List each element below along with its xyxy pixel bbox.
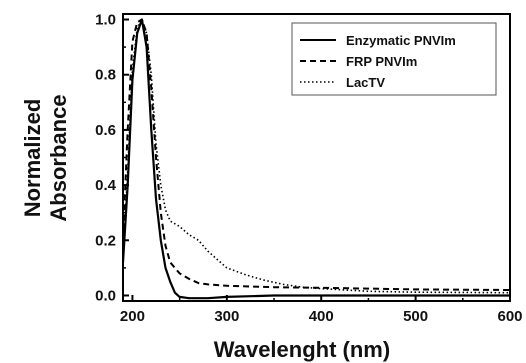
series-frp-pnvim-line [122,18,511,291]
legend: Enzymatic PNVIm FRP PNVIm LacTV [291,22,497,96]
y-axis-title: Normalized Absorbance [20,94,71,221]
x-tick-label-200: 200 [120,308,145,325]
series-layer [121,18,511,300]
y-tick-labels: 0.0 0.2 0.4 0.6 0.8 1.0 [95,12,117,305]
legend-label-lactv: LacTV [346,75,385,90]
y-tick-label-0.4: 0.4 [95,177,117,194]
series-enzymatic-pnvim-line [121,18,510,300]
y-tick-label-0.6: 0.6 [95,122,116,139]
y-tick-label-1.0: 1.0 [95,12,116,29]
x-tick-label-400: 400 [309,308,334,325]
y-tick-label-0.8: 0.8 [95,67,116,84]
legend-label-frp: FRP PNVIm [346,54,417,69]
y-axis-title-line2: Absorbance [46,94,71,221]
x-axis-title: Wavelenght (nm) [214,337,390,362]
x-tick-label-300: 300 [214,308,239,325]
y-tick-label-0.0: 0.0 [95,287,116,304]
x-tick-labels: 200 300 400 500 600 [120,308,523,325]
legend-label-enzymatic: Enzymatic PNVIm [346,33,456,48]
x-tick-label-500: 500 [403,308,428,325]
x-tick-label-600: 600 [497,308,522,325]
legend-box [291,22,497,96]
y-axis-title-line1: Normalized [20,99,45,218]
y-tick-label-0.2: 0.2 [95,232,116,249]
